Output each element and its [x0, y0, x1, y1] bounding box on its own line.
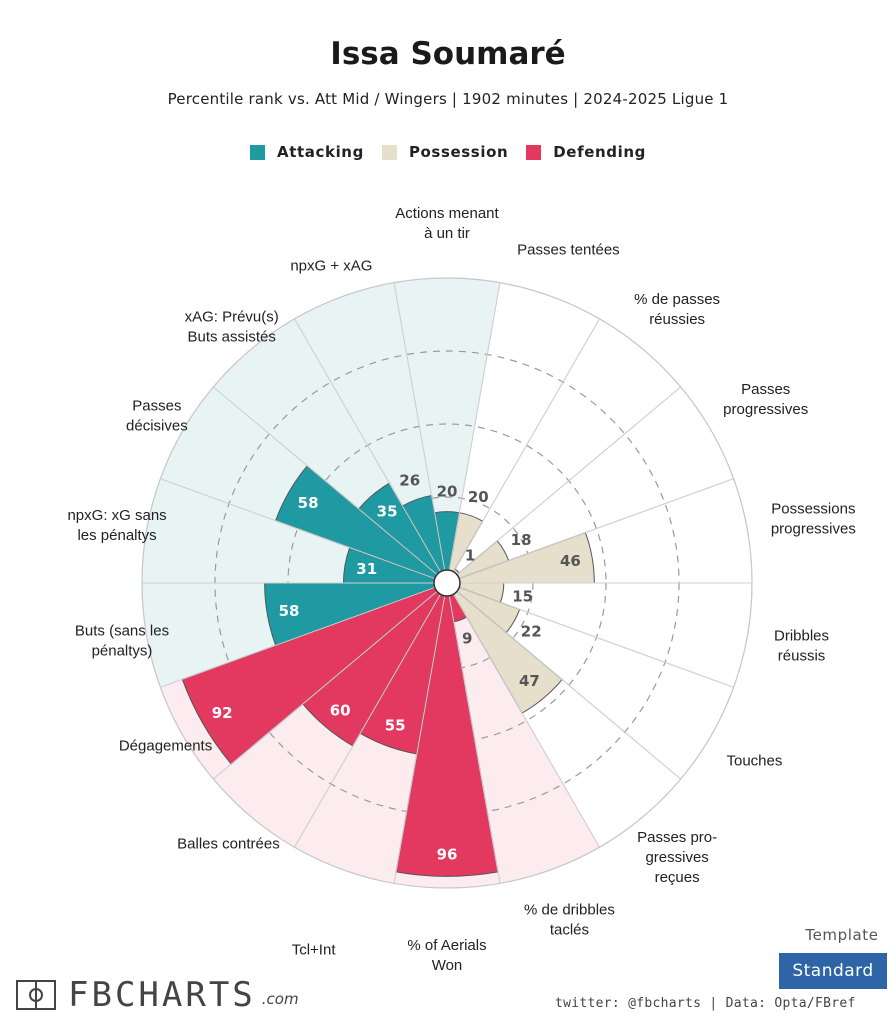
- category-label-3: Passes progressives: [723, 381, 808, 418]
- spoke: [459, 478, 734, 580]
- spoke: [213, 386, 438, 576]
- legend: Attacking Possession Defending: [0, 143, 896, 161]
- value-label-1: 20: [468, 488, 489, 506]
- value-label-17: 26: [399, 472, 420, 490]
- spoke: [453, 594, 600, 848]
- credit-text: twitter: @fbcharts | Data: Opta/FBref: [555, 996, 856, 1011]
- value-label-9: 96: [437, 845, 458, 863]
- spoke: [453, 318, 600, 572]
- spoke: [294, 594, 441, 848]
- spokes: [141, 277, 753, 889]
- chart-subtitle: Percentile rank vs. Att Mid / Wingers | …: [167, 90, 729, 108]
- legend-label-defending: Defending: [553, 143, 646, 161]
- legend-swatch-possession: [381, 144, 397, 160]
- category-labels: Actions menant à un tir Passes tentées % de…: [67, 205, 855, 974]
- value-label-11: 60: [330, 701, 351, 719]
- legend-label-possession: Possession: [408, 143, 509, 161]
- category-label-14: npxG: xG sans les pénaltys: [67, 507, 166, 544]
- category-label-15: Passes décisives: [126, 398, 188, 435]
- category-label-11: Balles contrées: [177, 835, 280, 852]
- legend-item-possession: Possession: [381, 143, 509, 161]
- bars: [181, 465, 595, 877]
- template-button[interactable]: Standard: [779, 953, 887, 989]
- fbcharts-logo: FBCHARTS .com: [16, 972, 299, 1012]
- spoke: [294, 318, 441, 572]
- category-label-8: % de dribbles taclés: [524, 901, 615, 938]
- spoke: [448, 595, 501, 884]
- value-label-7: 47: [519, 672, 540, 690]
- value-label-2: 1: [465, 546, 475, 564]
- category-label-13: Buts (sans les pénaltys): [75, 622, 169, 659]
- category-label-12: Dégagements: [119, 738, 212, 755]
- spoke: [393, 282, 446, 571]
- legend-label-attacking: Attacking: [277, 143, 364, 161]
- logo-suffix: .com: [261, 990, 299, 1008]
- value-label-4: 46: [560, 552, 581, 570]
- outer-ring: [141, 277, 753, 889]
- spoke: [160, 478, 435, 580]
- spoke: [393, 595, 446, 884]
- value-label-8: 9: [462, 630, 472, 648]
- center-hub: [433, 569, 461, 597]
- spoke: [448, 282, 501, 571]
- value-label-13: 58: [279, 602, 300, 620]
- chart-title: Issa Soumaré: [330, 36, 566, 72]
- category-label-2: % de passes réussies: [634, 291, 720, 328]
- spoke: [456, 386, 681, 576]
- spoke: [459, 586, 734, 688]
- value-label-14: 31: [356, 560, 377, 578]
- legend-item-defending: Defending: [526, 143, 646, 161]
- value-label-0: 20: [437, 483, 458, 501]
- value-label-16: 35: [377, 503, 398, 521]
- logo-text: FBCHARTS: [68, 975, 256, 1015]
- category-label-9: % of Aerials Won: [407, 937, 486, 974]
- pitch-icon: [16, 980, 56, 1010]
- category-label-7: Passes pro-gressives reçues: [637, 829, 717, 886]
- template-label: Template: [805, 926, 879, 944]
- legend-swatch-attacking: [250, 144, 266, 160]
- spoke: [213, 590, 438, 780]
- category-label-17: npxG + xAG: [290, 257, 372, 274]
- category-label-4: Possessions progressives: [771, 500, 856, 537]
- category-label-0: Actions menant à un tir: [395, 205, 499, 242]
- category-label-5: Dribbles réussis: [774, 628, 829, 665]
- category-label-1: Passes tentées: [517, 241, 620, 258]
- value-label-15: 58: [298, 494, 319, 512]
- value-label-5: 15: [512, 587, 533, 605]
- spoke: [160, 586, 435, 688]
- value-label-12: 92: [212, 704, 233, 722]
- value-label-10: 55: [385, 716, 406, 734]
- legend-item-attacking: Attacking: [250, 143, 364, 161]
- spoke: [456, 590, 681, 780]
- category-label-10: Tcl+Int: [292, 941, 337, 958]
- legend-swatch-defending: [526, 144, 542, 160]
- category-label-16: xAG: Prévu(s) Buts assistés: [185, 308, 279, 345]
- value-label-3: 18: [511, 531, 532, 549]
- value-label-6: 22: [521, 623, 542, 641]
- category-label-6: Touches: [727, 753, 783, 770]
